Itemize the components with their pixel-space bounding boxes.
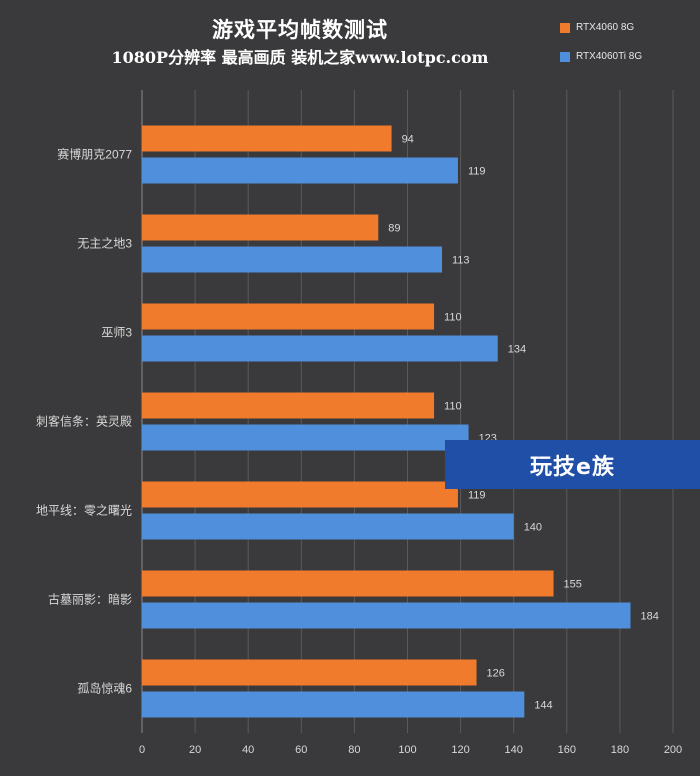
category-label-4: 地平线：零之曙光 — [36, 504, 132, 518]
category-label-3: 刺客信条：英灵殿 — [36, 414, 132, 429]
data-label-1-4: 140 — [524, 522, 542, 534]
bar-0-4 — [142, 481, 458, 508]
category-label-6: 孤岛惊魂6 — [77, 681, 132, 696]
data-label-0-2: 110 — [444, 312, 462, 324]
x-tick-label-0: 0 — [139, 744, 145, 756]
legend-label-rtx4060ti: RTX4060Ti 8G — [576, 51, 643, 62]
bar-1-5 — [142, 602, 631, 629]
x-tick-label-160: 160 — [558, 744, 576, 756]
category-label-5: 古墓丽影：暗影 — [48, 592, 132, 607]
x-tick-label-140: 140 — [505, 744, 523, 756]
data-label-1-2: 134 — [508, 344, 526, 356]
bar-0-0 — [142, 125, 392, 152]
watermark-logo: 玩技e族 — [445, 440, 700, 489]
bar-0-3 — [142, 392, 435, 419]
category-label-0: 赛博朋克2077 — [57, 147, 132, 162]
x-tick-label-80: 80 — [348, 744, 360, 756]
bar-1-6 — [142, 691, 525, 718]
data-label-1-0: 119 — [468, 166, 486, 178]
x-tick-label-60: 60 — [295, 744, 307, 756]
data-label-0-0: 94 — [402, 134, 414, 146]
bar-0-5 — [142, 570, 554, 597]
x-tick-label-20: 20 — [189, 744, 201, 756]
category-label-2: 巫师3 — [101, 326, 132, 340]
bar-0-6 — [142, 659, 477, 686]
x-tick-label-100: 100 — [398, 744, 416, 756]
legend-swatch-rtx4060 — [560, 22, 570, 33]
category-label-1: 无主之地3 — [77, 237, 132, 251]
chart-subtitle: 1080P分辨率 最高画质 装机之家www.lotpc.com — [111, 48, 489, 67]
legend-item-rtx4060ti: RTX4060Ti 8G — [560, 51, 642, 62]
x-tick-label-120: 120 — [451, 744, 469, 756]
bar-1-4 — [142, 513, 514, 540]
legend-swatch-rtx4060ti — [560, 51, 570, 62]
chart-title: 游戏平均帧数测试 — [212, 17, 388, 42]
data-label-0-3: 110 — [444, 401, 462, 413]
legend-item-rtx4060: RTX4060 8G — [560, 22, 634, 33]
data-label-0-1: 89 — [388, 223, 400, 235]
data-label-0-4: 119 — [468, 490, 486, 502]
legend-label-rtx4060: RTX4060 8G — [576, 22, 635, 33]
data-label-0-5: 155 — [564, 579, 582, 591]
x-tick-label-40: 40 — [242, 744, 254, 756]
data-label-0-6: 126 — [487, 668, 505, 680]
x-tick-label-180: 180 — [611, 744, 629, 756]
bar-1-1 — [142, 246, 443, 273]
bar-1-3 — [142, 424, 469, 451]
bar-1-2 — [142, 335, 498, 362]
data-label-1-5: 184 — [641, 611, 659, 623]
data-label-1-6: 144 — [534, 700, 552, 712]
data-label-1-1: 113 — [452, 255, 470, 267]
bar-0-1 — [142, 214, 379, 241]
bar-0-2 — [142, 303, 435, 330]
x-tick-label-200: 200 — [664, 744, 682, 756]
bar-1-0 — [142, 157, 458, 184]
